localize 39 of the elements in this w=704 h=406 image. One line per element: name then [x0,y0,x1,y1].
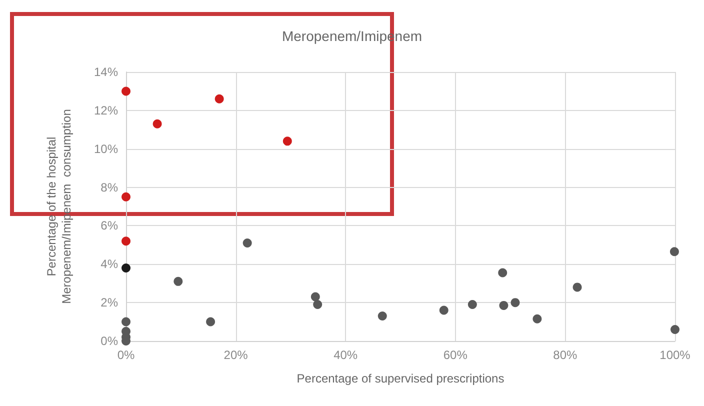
point [532,314,542,324]
point [670,324,680,334]
point [152,119,162,128]
point [242,238,252,248]
y-tick-label: 10% [94,142,118,156]
point [122,192,130,202]
x-tick-label: 60% [443,348,468,362]
y-tick-label: 12% [94,103,118,118]
point [174,276,183,286]
point [214,94,224,104]
point [378,312,387,321]
x-tick-label: 80% [553,348,578,362]
y-axis-title: Percentage of the hospital Meropenem/Imipenem consumption [44,109,74,304]
x-tick-label: 20% [224,348,248,362]
point [468,300,477,309]
y-tick-label: 2% [100,296,118,310]
point [282,136,292,146]
x-tick-label: 100% [660,348,691,362]
y-tick-label: 6% [100,218,118,233]
point [498,268,508,278]
point [499,300,508,310]
x-tick-label: 0% [117,348,135,362]
y-tick-label: 8% [100,180,118,194]
y-tick-label: 14% [94,65,118,79]
point [122,236,130,246]
point [510,298,520,308]
point [670,247,679,256]
y-tick-label: 0% [100,334,118,348]
point [206,317,216,326]
point [122,263,130,272]
x-axis-title: Percentage of supervised prescriptions [296,372,504,386]
point [572,282,582,292]
point [122,317,130,326]
point [313,300,322,309]
point [122,86,130,96]
point [310,292,320,302]
point [439,306,448,315]
y-tick-label: 4% [100,257,118,272]
x-tick-label: 40% [334,348,358,362]
